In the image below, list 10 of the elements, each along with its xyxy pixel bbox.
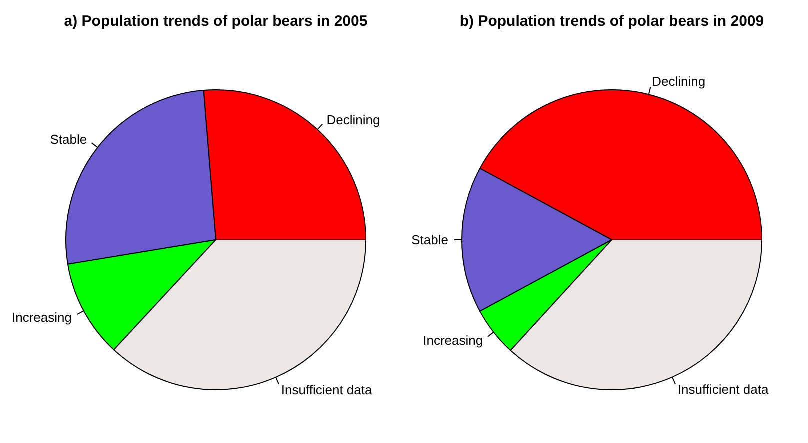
slice-label: Insufficient data bbox=[281, 382, 373, 398]
slice-label: Declining bbox=[652, 74, 706, 90]
slice-label: Declining bbox=[326, 112, 380, 128]
slice-label: Increasing bbox=[423, 333, 484, 348]
slice-label: Stable bbox=[50, 132, 88, 147]
chart-title: b) Population trends of polar bears in 2009 bbox=[460, 13, 764, 30]
slice-label: Increasing bbox=[12, 310, 72, 325]
chart-title: a) Population trends of polar bears in 2005 bbox=[64, 13, 368, 30]
slice-label: Stable bbox=[412, 232, 448, 248]
slice-label: Insufficient data bbox=[678, 382, 770, 398]
